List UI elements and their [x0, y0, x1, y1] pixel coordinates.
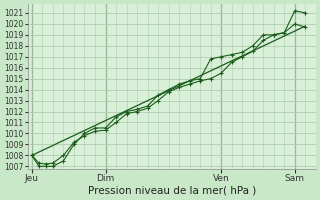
X-axis label: Pression niveau de la mer( hPa ): Pression niveau de la mer( hPa ) [88, 186, 256, 196]
